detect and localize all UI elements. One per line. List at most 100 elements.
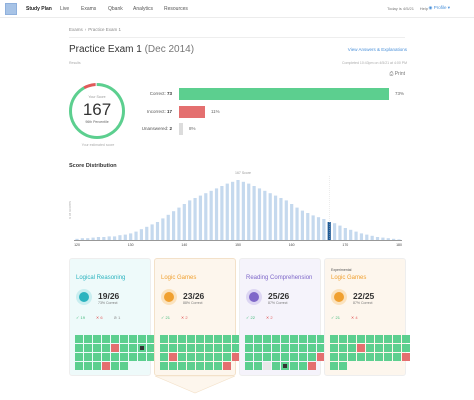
question-cell[interactable] [308,335,316,343]
question-cell[interactable] [232,353,240,361]
question-cell[interactable] [366,353,374,361]
question-cell[interactable] [84,353,92,361]
question-cell[interactable] [111,353,119,361]
question-cell[interactable] [138,353,146,361]
question-cell[interactable] [187,335,195,343]
question-cell[interactable] [111,362,119,370]
question-cell[interactable] [299,335,307,343]
question-cell[interactable] [111,344,119,352]
question-cell[interactable] [348,353,356,361]
view-answers-link[interactable]: View Answers & Explanations [347,47,407,52]
question-cell[interactable] [187,344,195,352]
question-cell[interactable] [160,344,168,352]
question-cell[interactable] [348,344,356,352]
question-cell[interactable] [290,335,298,343]
question-cell[interactable] [196,335,204,343]
question-cell[interactable] [402,344,410,352]
question-cell[interactable] [281,362,289,370]
question-cell[interactable] [178,335,186,343]
question-cell[interactable] [223,362,231,370]
question-cell[interactable] [93,344,101,352]
nav-analytics[interactable]: Analytics [133,6,154,12]
question-cell[interactable] [120,362,128,370]
question-cell[interactable] [339,344,347,352]
question-cell[interactable] [160,335,168,343]
question-cell[interactable] [357,344,365,352]
question-cell[interactable] [169,344,177,352]
question-cell[interactable] [214,344,222,352]
question-cell[interactable] [393,344,401,352]
question-cell[interactable] [384,335,392,343]
question-cell[interactable] [281,335,289,343]
question-cell[interactable] [196,353,204,361]
question-cell[interactable] [84,344,92,352]
question-cell[interactable] [120,344,128,352]
question-cell[interactable] [357,353,365,361]
question-cell[interactable] [254,344,262,352]
question-cell[interactable] [102,335,110,343]
question-cell[interactable] [308,362,316,370]
question-cell[interactable] [402,353,410,361]
question-cell[interactable] [93,335,101,343]
question-cell[interactable] [187,353,195,361]
question-cell[interactable] [84,335,92,343]
section-card[interactable]: Logical Reasoning 19/26 73% Correct ✓ 19 ✕ 6… [69,258,155,376]
question-cell[interactable] [75,335,83,343]
question-cell[interactable] [178,362,186,370]
breadcrumb-exams[interactable]: Exams [69,27,83,32]
question-cell[interactable] [147,344,155,352]
question-cell[interactable] [129,344,137,352]
question-cell[interactable] [223,353,231,361]
question-cell[interactable] [317,353,325,361]
question-cell[interactable] [102,353,110,361]
question-cell[interactable] [317,335,325,343]
question-cell[interactable] [375,344,383,352]
question-cell[interactable] [330,353,338,361]
question-cell[interactable] [290,353,298,361]
section-card[interactable]: Reading Comprehension 25/26 87% Correct ✓ 2… [239,258,325,376]
question-cell[interactable] [147,335,155,343]
question-cell[interactable] [272,362,280,370]
question-cell[interactable] [402,335,410,343]
print-button[interactable]: ⎙ Print [389,71,405,77]
nav-live[interactable]: Live [60,6,70,12]
question-cell[interactable] [330,362,338,370]
question-cell[interactable] [393,335,401,343]
question-cell[interactable] [290,362,298,370]
question-cell[interactable] [339,362,347,370]
question-cell[interactable] [205,353,213,361]
question-cell[interactable] [308,344,316,352]
question-cell[interactable] [160,353,168,361]
question-cell[interactable] [232,344,240,352]
question-cell[interactable] [205,344,213,352]
profile-menu[interactable]: ◉ Profile ▾ [428,5,450,10]
question-cell[interactable] [281,344,289,352]
question-cell[interactable] [254,362,262,370]
question-cell[interactable] [75,362,83,370]
question-cell[interactable] [281,353,289,361]
question-cell[interactable] [111,335,119,343]
question-cell[interactable] [299,362,307,370]
question-cell[interactable] [245,353,253,361]
question-cell[interactable] [254,335,262,343]
question-cell[interactable] [196,344,204,352]
question-cell[interactable] [245,335,253,343]
question-cell[interactable] [375,353,383,361]
logo[interactable] [5,3,17,15]
question-cell[interactable] [384,353,392,361]
question-cell[interactable] [120,335,128,343]
question-cell[interactable] [272,344,280,352]
question-cell[interactable] [138,335,146,343]
question-cell[interactable] [196,362,204,370]
nav-study-plan[interactable]: Study Plan [26,6,52,12]
nav-resources[interactable]: Resources [164,6,188,12]
question-cell[interactable] [330,335,338,343]
question-cell[interactable] [299,344,307,352]
question-cell[interactable] [102,362,110,370]
question-cell[interactable] [339,335,347,343]
question-cell[interactable] [223,344,231,352]
question-cell[interactable] [348,335,356,343]
question-cell[interactable] [330,344,338,352]
question-cell[interactable] [214,353,222,361]
question-cell[interactable] [187,362,195,370]
